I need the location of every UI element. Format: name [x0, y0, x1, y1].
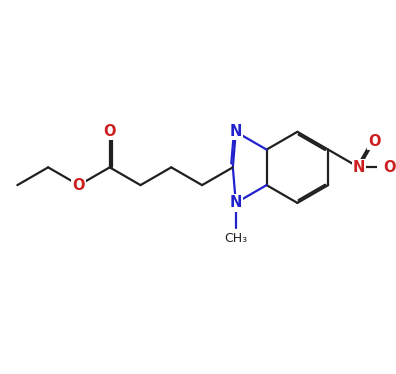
Text: O: O	[368, 134, 380, 149]
Text: CH₃: CH₃	[224, 233, 248, 245]
Text: O: O	[72, 178, 85, 193]
Text: N: N	[353, 160, 365, 175]
Text: O: O	[103, 124, 116, 139]
Text: N: N	[230, 195, 242, 211]
Text: O: O	[383, 160, 396, 175]
Text: N: N	[230, 124, 242, 139]
